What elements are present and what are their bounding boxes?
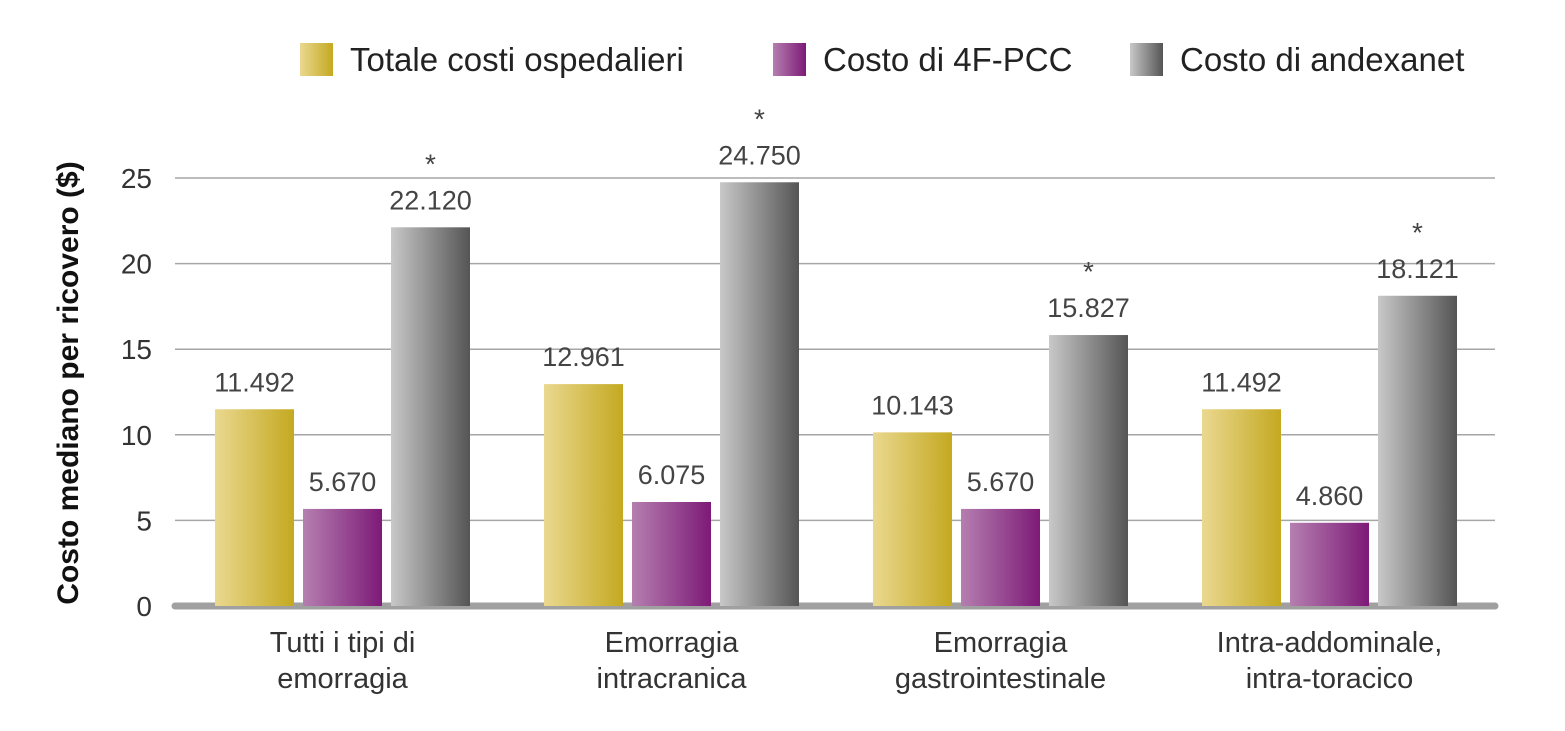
y-tick-label: 25	[121, 163, 152, 194]
data-label: 18.121	[1376, 254, 1459, 284]
x-category-label: Emorragia gastrointestinale	[895, 627, 1106, 695]
bars: 11.492 5.670 22.120 * 12.961 6.075 24.750 * 10.1…	[214, 103, 1459, 606]
legend-swatch	[773, 43, 806, 76]
bar	[632, 501, 711, 606]
y-axis-label: Costo mediano per ricovero ($)	[52, 161, 85, 604]
legend-label: Totale costi ospedalieri	[350, 41, 684, 78]
significance-marker: *	[1083, 256, 1094, 287]
significance-marker: *	[754, 103, 765, 134]
bar	[303, 508, 382, 606]
data-label: 5.670	[309, 467, 377, 497]
x-category-label: Tutti i tipi di emorragia	[270, 627, 416, 695]
data-label: 11.492	[214, 367, 295, 397]
bar	[391, 227, 470, 606]
x-axis-categories: Tutti i tipi di emorragia Emorragia intracr…	[270, 627, 1443, 695]
data-label: 24.750	[718, 140, 801, 170]
bar	[1290, 522, 1369, 606]
legend-swatch	[1130, 43, 1163, 76]
legend-label: Costo di andexanet	[1180, 41, 1464, 78]
data-label: 12.961	[542, 342, 625, 372]
legend-label: Costo di 4F-PCC	[823, 41, 1072, 78]
bar	[1378, 295, 1457, 606]
y-axis-ticks: 0 5 10 15 20 25	[121, 163, 152, 622]
y-tick-label: 15	[121, 334, 152, 365]
bar	[544, 384, 623, 606]
data-label: 22.120	[389, 185, 472, 215]
y-tick-label: 5	[136, 505, 152, 536]
data-label: 5.670	[967, 467, 1035, 497]
legend: Totale costi ospedalieri Costo di 4F-PCC C…	[300, 41, 1464, 78]
bar	[873, 432, 952, 606]
data-label: 11.492	[1201, 367, 1282, 397]
data-label: 15.827	[1047, 293, 1130, 323]
y-tick-label: 0	[136, 591, 152, 622]
y-tick-label: 10	[121, 420, 152, 451]
bar	[961, 508, 1040, 606]
y-tick-label: 20	[121, 249, 152, 280]
significance-marker: *	[1412, 217, 1423, 248]
bar	[1049, 335, 1128, 606]
legend-swatch	[300, 43, 333, 76]
data-label: 4.860	[1296, 481, 1364, 511]
bar	[1202, 409, 1281, 606]
bar	[215, 409, 294, 606]
x-category-label: Intra-addominale, intra-toracico	[1217, 627, 1443, 695]
bar	[720, 182, 799, 606]
x-category-label: Emorragia intracranica	[597, 627, 748, 695]
data-label: 6.075	[638, 460, 706, 490]
significance-marker: *	[425, 148, 436, 179]
data-label: 10.143	[871, 390, 954, 420]
